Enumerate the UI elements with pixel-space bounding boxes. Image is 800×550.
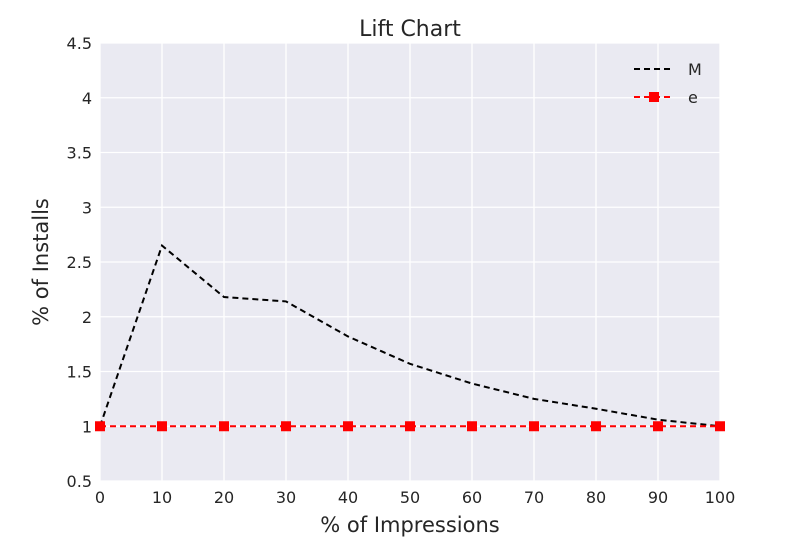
x-tick-label: 100 xyxy=(705,488,736,507)
x-tick-label: 0 xyxy=(95,488,105,507)
series-line-m xyxy=(99,243,721,428)
series-point-e xyxy=(653,421,663,432)
x-axis-ticks: 0 10 20 30 40 50 60 70 80 90 100 xyxy=(95,488,735,507)
series-point-e xyxy=(157,421,167,432)
legend: M e xyxy=(634,60,702,107)
x-tick-label: 60 xyxy=(462,488,482,507)
y-tick-label: 3.5 xyxy=(67,144,92,163)
legend-label-m: M xyxy=(688,60,702,79)
series-point-e xyxy=(529,421,539,432)
x-tick-label: 20 xyxy=(214,488,234,507)
series-point-e xyxy=(219,421,229,432)
grid-lines xyxy=(99,42,721,482)
series-point-e xyxy=(343,421,353,432)
y-tick-label: 2.5 xyxy=(67,253,92,272)
series-point-e xyxy=(281,421,291,432)
chart-title: Lift Chart xyxy=(359,17,461,42)
y-tick-label: 4.5 xyxy=(67,34,92,53)
y-tick-label: 1.5 xyxy=(67,363,92,382)
y-tick-label: 3 xyxy=(82,198,92,217)
series-layer xyxy=(95,243,725,432)
series-point-e xyxy=(715,421,725,432)
y-axis-label: % of Installs xyxy=(29,198,53,326)
series-point-e xyxy=(467,421,477,432)
legend-label-e: e xyxy=(688,88,698,107)
x-axis-label: % of Impressions xyxy=(320,513,499,537)
y-tick-label: 4 xyxy=(82,89,92,108)
x-tick-label: 50 xyxy=(400,488,420,507)
x-tick-label: 40 xyxy=(338,488,358,507)
x-tick-label: 90 xyxy=(648,488,668,507)
y-tick-label: 1 xyxy=(82,417,92,436)
y-tick-label: 0.5 xyxy=(67,472,92,491)
x-tick-label: 10 xyxy=(152,488,172,507)
x-tick-label: 70 xyxy=(524,488,544,507)
series-point-e xyxy=(95,421,105,432)
series-point-e xyxy=(405,421,415,432)
y-tick-label: 2 xyxy=(82,308,92,327)
x-tick-label: 80 xyxy=(586,488,606,507)
x-tick-label: 30 xyxy=(276,488,296,507)
legend-marker-e xyxy=(649,92,659,102)
y-axis-ticks: 0.5 1 1.5 2 2.5 3 3.5 4 4.5 xyxy=(67,34,92,491)
series-point-e xyxy=(591,421,601,432)
